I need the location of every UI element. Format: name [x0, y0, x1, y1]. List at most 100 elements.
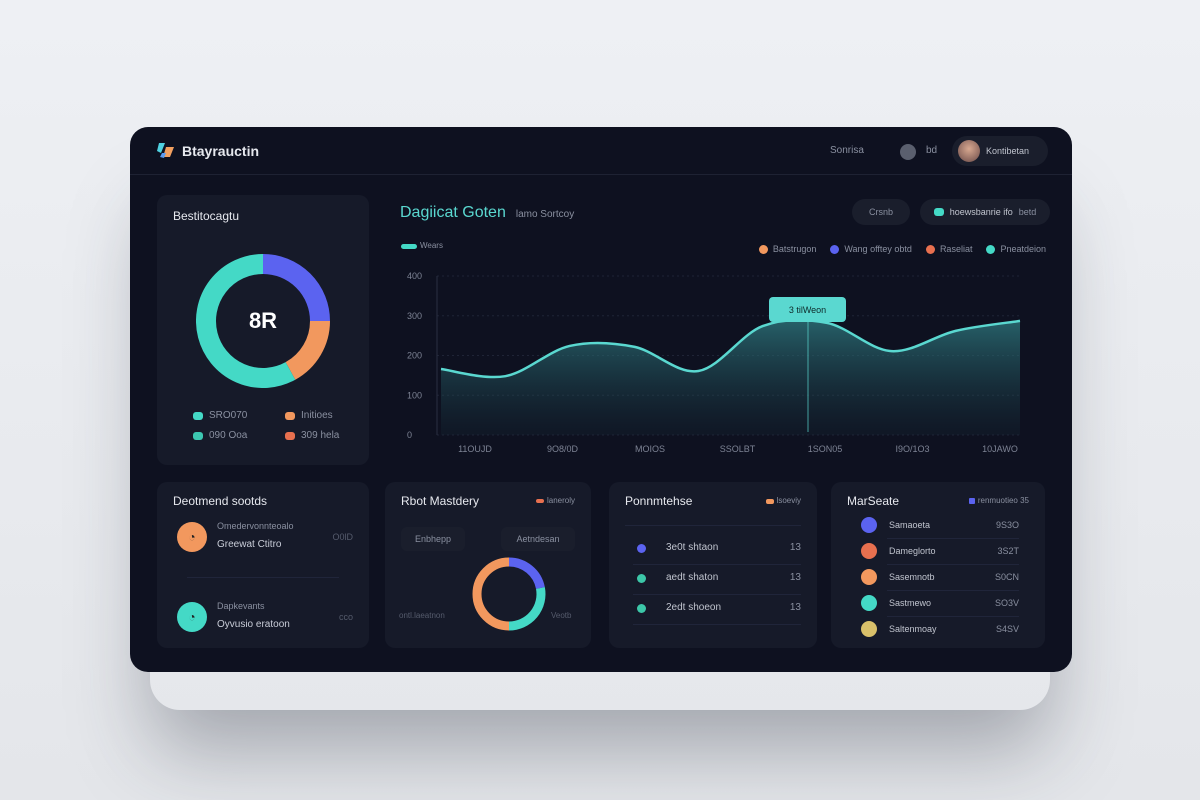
legend-item: Wang offtey obtd: [830, 243, 912, 255]
y-tick-label: 0: [407, 430, 412, 440]
x-tick-label: MOIOS: [635, 444, 665, 454]
option-button[interactable]: Aetndesan: [501, 527, 575, 551]
donut-segment: [262, 254, 330, 322]
card-header: Rbot Mastdery laneroly: [401, 494, 575, 508]
card-tag: renmuotieo 35: [968, 495, 1029, 507]
x-tick-label: 10JAWO: [982, 444, 1018, 454]
donut-segment: [285, 320, 330, 380]
item-label: Dapkevants: [217, 601, 265, 611]
donut-segment: [508, 587, 546, 631]
area-fill: [441, 319, 1020, 435]
points-card: Ponnmtehse lsoeviy 3e0t shtaon 13 aedt s…: [609, 482, 817, 648]
x-tick-label: 1SON05: [808, 444, 843, 454]
item-icon: [861, 621, 877, 637]
top-bar: Btayrauctin Sonrisa bd Kontibetan: [130, 127, 1072, 175]
card-title: Ponnmtehse: [625, 494, 693, 508]
item-icon: ◔: [177, 522, 207, 552]
list-item[interactable]: 3e0t shtaon 13: [637, 542, 801, 554]
mastery-card: Rbot Mastdery laneroly Enbhepp Aetndesan…: [385, 482, 591, 648]
item-label: Dameglorto: [889, 546, 936, 556]
item-value: O0lD: [332, 532, 353, 542]
item-icon: ◔: [177, 602, 207, 632]
item-label: Samaoeta: [889, 520, 931, 530]
item-icon: [861, 543, 877, 559]
item-icon: [861, 517, 877, 533]
mastery-donut: [472, 557, 546, 631]
list-item[interactable]: Dameglorto 3S2T: [861, 543, 1019, 559]
y-tick-label: 300: [407, 311, 422, 321]
item-value: S4SV: [995, 624, 1019, 634]
chart-header: Dagiicat Goten lamo Sortcoy: [400, 203, 574, 222]
legend-item: 309 hela: [285, 430, 339, 442]
card-title: Deotmend sootds: [173, 494, 268, 508]
chart-label: ontl.laeatnon: [399, 611, 445, 620]
avatar: [958, 140, 980, 162]
department-card: Deotmend sootds ◔ Omedervonnteoalo Greew…: [157, 482, 369, 648]
item-label: Omedervonnteoalo: [217, 521, 294, 531]
item-value: SO3V: [994, 598, 1019, 608]
x-tick-label: SSOLBT: [720, 444, 756, 454]
chart-subtitle: lamo Sortcoy: [515, 209, 575, 220]
view-toggle[interactable]: hoewsbanrie ifo betd: [920, 199, 1050, 225]
donut-chart: [196, 254, 330, 388]
card-header: MarSeate renmuotieo 35: [847, 494, 1029, 508]
user-name: Kontibetan: [986, 146, 1030, 156]
option-button[interactable]: Enbhepp: [401, 527, 465, 551]
legend-item: Raseliat: [925, 243, 972, 255]
x-tick-label: 11OUJD: [458, 444, 492, 454]
list-item[interactable]: Samaoeta 9S3O: [861, 517, 1019, 533]
donut-center-value: 8R: [248, 308, 278, 333]
donut-segment: [196, 254, 296, 388]
list-item[interactable]: Sasemnotb S0CN: [861, 569, 1019, 585]
item-sublabel: Greewat Ctitro: [217, 539, 282, 550]
item-label: 2edt shoeon: [666, 602, 722, 613]
item-value: cco: [338, 612, 353, 622]
user-menu[interactable]: Kontibetan: [952, 136, 1048, 166]
legend-item: 090 Ooa: [193, 430, 247, 442]
x-tick-label: I9O/1O3: [895, 444, 929, 454]
legend-item: Batstrugon: [758, 243, 816, 255]
list-item[interactable]: Sastmewo SO3V: [861, 595, 1019, 611]
item-value: 13: [789, 572, 801, 583]
item-label: aedt shaton: [666, 572, 719, 583]
card-tag: lsoeviy: [765, 495, 801, 507]
donut-segment: [508, 557, 545, 590]
list-item[interactable]: Saltenmoay S4SV: [861, 621, 1019, 637]
dashboard-window: Btayrauctin Sonrisa bd Kontibetan Bestit…: [130, 127, 1072, 672]
legend-item: Pneatdeion: [986, 243, 1046, 255]
chart-legend: Batstrugon Wang offtey obtd Raseliat Pne…: [758, 243, 1046, 255]
x-tick-label: 9O8/0D: [547, 444, 579, 454]
item-value: 13: [789, 542, 801, 553]
nav-link[interactable]: Sonrisa: [830, 145, 864, 156]
item-label: Sasemnotb: [889, 572, 935, 582]
item-icon: [861, 569, 877, 585]
y-tick-label: 100: [407, 390, 422, 400]
y-tick-label: 400: [407, 271, 422, 281]
notification-icon[interactable]: [900, 144, 916, 160]
series-tag: Wears: [401, 240, 443, 252]
area-chart: 0 100 200 300 400 11OUJD 9O8/0D MOIOS SSOLBT 1SON…: [407, 271, 1022, 454]
donut-segment: [472, 557, 510, 631]
filter-button[interactable]: Crsnb: [852, 199, 910, 225]
list-item[interactable]: 2edt shoeon 13: [637, 602, 801, 614]
y-tick-label: 200: [407, 351, 422, 361]
item-value: S0CN: [994, 572, 1019, 582]
chart-tooltip: 3 tilWeon: [769, 297, 846, 322]
brand-name: Btayrauctin: [182, 143, 260, 159]
market-card: MarSeate renmuotieo 35 Samaoeta 9S3O Dam…: [831, 482, 1045, 648]
legend-item: SRO070: [193, 410, 247, 422]
series-line: [440, 318, 1021, 379]
item-icon: [861, 595, 877, 611]
item-value: 9S3O: [995, 520, 1019, 530]
item-label: Saltenmoay: [889, 624, 937, 634]
donut-card: Bestitocagtu 8R SRO070 Initioes 090 Ooa …: [157, 195, 369, 465]
item-label: 3e0t shtaon: [666, 542, 719, 553]
card-header: Ponnmtehse lsoeviy: [625, 494, 801, 508]
list-item[interactable]: aedt shaton 13: [637, 572, 801, 584]
item-value: 13: [789, 602, 801, 613]
card-title: Rbot Mastdery: [401, 494, 480, 508]
icon-label: bd: [926, 145, 938, 156]
item-sublabel: Oyvusio eratoon: [217, 619, 290, 630]
legend-item: Initioes: [285, 410, 333, 422]
chart-title: Dagiicat Goten: [400, 204, 506, 221]
